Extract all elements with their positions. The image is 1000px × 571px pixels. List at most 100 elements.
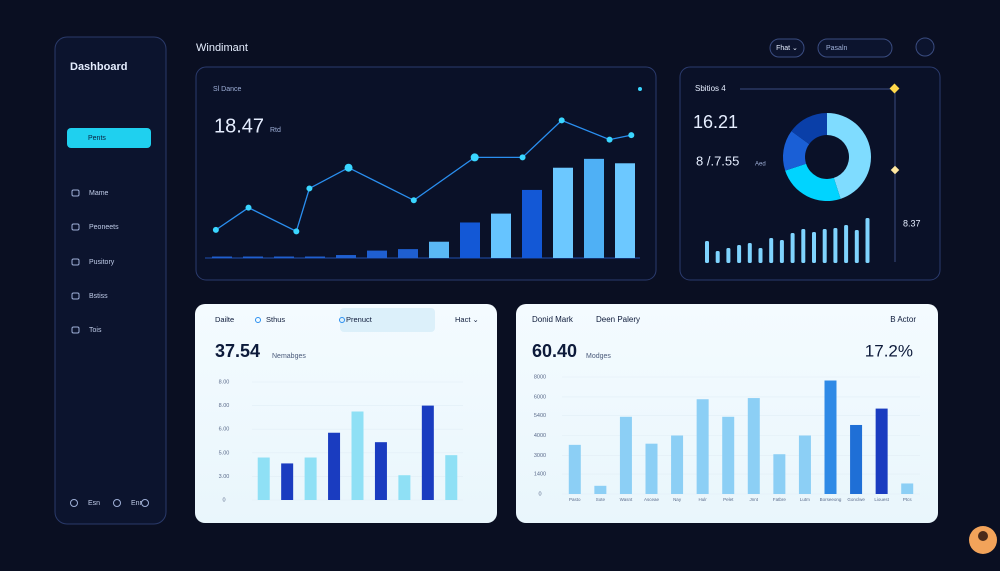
- overview-value: 18.47: [214, 115, 264, 137]
- bar: [833, 228, 838, 263]
- y-tick-label: 5400: [534, 413, 546, 419]
- x-tick-label: Jnnt: [750, 497, 759, 502]
- overview-unit: Rtd: [270, 127, 281, 134]
- marker: [889, 83, 900, 94]
- y-tick-label: 6.00: [219, 427, 230, 433]
- y-tick-label: 1400: [534, 472, 546, 478]
- footer-item[interactable]: Esn: [88, 500, 100, 507]
- tab-icon: [339, 317, 345, 323]
- bar: [779, 240, 784, 263]
- bar: [243, 256, 263, 258]
- bar: [460, 222, 480, 258]
- x-tick-label: Gonclwe: [847, 497, 865, 502]
- footer-icon: [70, 499, 78, 507]
- market-value: 60.40: [532, 341, 577, 361]
- bar: [812, 232, 816, 263]
- market-change: 17.2%: [865, 341, 913, 360]
- trend-point: [212, 226, 219, 233]
- bar: [901, 483, 914, 494]
- nav-item[interactable]: Peoneets: [89, 224, 119, 231]
- bar: [824, 380, 837, 494]
- donut-segment: [785, 163, 841, 201]
- donut-segment: [791, 113, 827, 145]
- summary-secondary: 8 /.7.55: [696, 153, 739, 168]
- bar: [726, 248, 731, 263]
- tab[interactable]: Dailte: [215, 315, 234, 324]
- summary-label: Sbitios 4: [695, 84, 726, 93]
- market-action[interactable]: B Actor: [890, 315, 916, 324]
- x-tick-label: Liouest: [874, 497, 889, 502]
- nav-item[interactable]: Pents: [88, 135, 106, 142]
- bar: [875, 408, 888, 494]
- bar: [801, 229, 806, 263]
- x-tick-label: Asceae: [644, 497, 660, 502]
- bar: [429, 241, 449, 258]
- bar: [274, 256, 294, 258]
- filter-label: Fhat ⌄: [776, 45, 798, 52]
- bar: [854, 230, 859, 263]
- footer-item[interactable]: Enr: [131, 500, 143, 507]
- nav-item[interactable]: Pusitory: [89, 259, 115, 266]
- bar: [374, 442, 387, 500]
- search-icon[interactable]: [141, 499, 149, 507]
- x-tick-label: Pelet: [723, 497, 734, 502]
- bar: [758, 248, 763, 263]
- search-placeholder: Pasaln: [826, 45, 848, 52]
- bar: [715, 251, 720, 263]
- search-box[interactable]: [817, 38, 893, 58]
- product-panel: [195, 304, 497, 523]
- bar: [844, 225, 849, 263]
- nav-icon: [71, 189, 80, 197]
- bar: [568, 444, 581, 494]
- filter-button[interactable]: [769, 38, 805, 58]
- donut-segment: [782, 131, 810, 171]
- tab[interactable]: Sthus: [266, 315, 285, 324]
- market-title: Donid Mark: [532, 315, 574, 324]
- settings-button[interactable]: [915, 37, 935, 57]
- bar: [328, 432, 341, 500]
- x-tick-label: Borseeong: [820, 497, 842, 502]
- overview-label: Sl Dance: [213, 86, 242, 93]
- nav-icon: [71, 326, 80, 334]
- tab[interactable]: Prenuct: [346, 315, 373, 324]
- nav-item[interactable]: Bstiss: [89, 293, 108, 300]
- bar: [257, 457, 270, 500]
- tab[interactable]: Hact ⌄: [455, 315, 479, 324]
- bar: [305, 256, 325, 258]
- bar: [705, 241, 709, 263]
- product-unit: Nemabges: [272, 353, 306, 360]
- y-tick-label: 5.00: [219, 450, 230, 456]
- y-tick-label: 0: [538, 491, 541, 497]
- bar: [747, 398, 760, 494]
- nav-item[interactable]: Tois: [89, 327, 102, 334]
- bar: [773, 454, 786, 494]
- trend-point: [519, 154, 526, 161]
- bar: [737, 245, 742, 263]
- y-tick-label: 8.00: [219, 403, 230, 409]
- x-tick-label: Lutm: [800, 497, 810, 502]
- trend-point: [410, 197, 417, 204]
- trend-point: [245, 204, 252, 211]
- trend-point: [470, 153, 479, 162]
- bar: [619, 416, 632, 494]
- x-tick-label: Ptcs: [903, 497, 913, 502]
- bar: [594, 485, 607, 494]
- bar: [398, 249, 418, 258]
- bar: [790, 233, 795, 263]
- summary-value: 16.21: [693, 112, 738, 132]
- x-tick-label: Hulr: [699, 497, 708, 502]
- nav-item[interactable]: Mame: [89, 190, 109, 197]
- nav-icon: [71, 292, 80, 300]
- x-tick-label: Fatbre: [773, 497, 787, 502]
- nav-active: [67, 128, 151, 148]
- bar: [645, 443, 658, 494]
- trend-point: [558, 117, 565, 124]
- bar: [615, 163, 635, 258]
- x-tick-label: Nay: [673, 497, 682, 502]
- y-tick-label: 8.00: [219, 379, 230, 385]
- trend-point: [306, 185, 313, 192]
- bar: [304, 457, 317, 500]
- y-tick-label: 0: [222, 497, 225, 503]
- nav-icon: [71, 223, 80, 231]
